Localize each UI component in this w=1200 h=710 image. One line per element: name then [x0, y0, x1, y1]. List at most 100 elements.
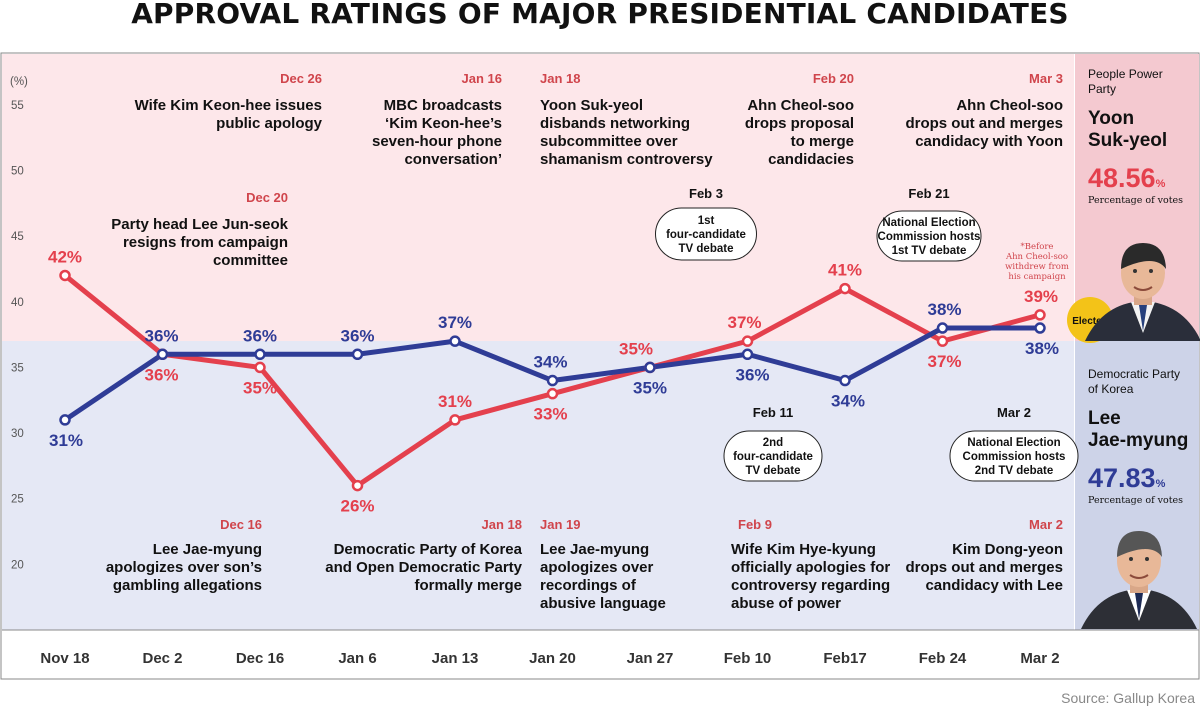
debate-text: 1st [698, 215, 715, 227]
data-label-lee: 36% [144, 326, 178, 345]
data-point-lee [839, 374, 851, 387]
debate-text: Commission hosts [878, 231, 981, 243]
event-text: apologizes over [540, 559, 654, 576]
event-text: candidacies [768, 151, 854, 168]
event-text: Ahn Cheol-soo [747, 97, 854, 114]
data-label-lee: 31% [49, 431, 83, 450]
data-point-yoon [1034, 309, 1046, 321]
event-text: Democratic Party of Korea [334, 541, 523, 558]
vote-caption: Percentage of votes [1088, 195, 1183, 206]
debate-bubble [655, 207, 757, 261]
event-text: Yoon Suk-yeol [540, 97, 643, 114]
footnote-text: Ahn Cheol-soo [1005, 252, 1068, 262]
event-text: MBC broadcasts [384, 97, 502, 114]
data-point-lee [936, 322, 949, 334]
x-tick-label: Mar 2 [1020, 650, 1059, 667]
debate-text: 2nd TV debate [975, 465, 1054, 477]
data-point-yoon [741, 335, 754, 347]
debate-text: Commission hosts [963, 451, 1066, 463]
y-axis-unit: (%) [10, 76, 28, 88]
debate-callout: Feb 21 National Election Commission hosts 1… [876, 186, 982, 262]
data-label-yoon: 33% [533, 405, 567, 424]
vote-percentage: 47.83% [1088, 463, 1166, 493]
vote-caption: Percentage of votes [1088, 495, 1183, 506]
data-label-lee: 36% [735, 365, 769, 384]
debate-callout: Feb 11 2nd four-candidate TV debate [723, 405, 823, 482]
event-date: Feb 9 [738, 517, 772, 532]
portrait-hair [1117, 531, 1162, 557]
debate-date: Mar 2 [997, 405, 1031, 420]
x-tick-label: Jan 13 [432, 650, 479, 667]
y-tick-label: 45 [11, 231, 24, 243]
event-text: Party head Lee Jun-seok [111, 216, 288, 233]
data-label-lee: 34% [533, 353, 567, 372]
data-point-yoon [254, 361, 266, 374]
x-tick-label: Jan 27 [627, 650, 674, 667]
data-point-lee [449, 335, 461, 347]
portrait-eye [1129, 557, 1133, 561]
data-point-yoon [839, 282, 851, 295]
event-date: Dec 16 [220, 517, 262, 532]
data-label-lee: 36% [340, 326, 374, 345]
portrait-tie [1135, 593, 1143, 619]
debate-text: 1st TV debate [892, 245, 967, 257]
data-label-lee: 34% [831, 392, 865, 411]
vote-percent-sign: % [1156, 178, 1166, 190]
event-text: formally merge [414, 577, 522, 594]
event-date: Jan 16 [462, 71, 502, 86]
vote-percent-value: 47.83 [1088, 463, 1156, 493]
debate-text: TV debate [679, 243, 734, 255]
event-text: Ahn Cheol-soo [956, 97, 1063, 114]
data-point-lee [59, 414, 71, 426]
x-tick-label: Dec 2 [142, 650, 182, 667]
data-point-lee [254, 348, 266, 361]
debate-date: Feb 21 [908, 186, 949, 201]
data-label-yoon: 35% [619, 339, 653, 358]
x-tick-label: Feb 24 [919, 650, 967, 667]
debate-date: Feb 3 [689, 186, 723, 201]
data-point-yoon [59, 269, 71, 282]
event-date: Jan 18 [540, 71, 580, 86]
y-tick-label: 25 [11, 494, 24, 506]
x-tick-label: Feb17 [823, 650, 866, 667]
data-label-yoon: 37% [727, 313, 761, 332]
y-tick-label: 20 [11, 559, 24, 571]
data-label-yoon: 35% [243, 378, 277, 397]
y-tick-label: 35 [11, 362, 24, 374]
portrait-lee [1081, 531, 1197, 629]
data-point-lee [1034, 322, 1046, 334]
debate-callout: Mar 2 National Election Commission hosts 2n… [949, 405, 1079, 482]
x-tick-label: Nov 18 [40, 650, 89, 667]
event-text: seven-hour phone [372, 133, 502, 150]
portrait-tie [1139, 305, 1147, 331]
event-date: Dec 20 [246, 190, 288, 205]
candidate-party: Democratic Party [1088, 367, 1180, 381]
event-annotation: Jan 16 MBC broadcasts‘Kim Keon-hee’sseven… [372, 71, 502, 168]
footnote-text: *Before [1021, 242, 1054, 252]
lower-band [2, 341, 1074, 630]
portrait-mouth [1133, 286, 1153, 291]
data-label-lee: 37% [438, 313, 472, 332]
event-text: and Open Democratic Party [325, 559, 522, 576]
portrait-yoon [1085, 243, 1200, 341]
chart-title: APPROVAL RATINGS OF MAJOR PRESIDENTIAL C… [131, 0, 1069, 30]
debate-text: TV debate [746, 465, 801, 477]
portrait-hair [1121, 243, 1166, 269]
portrait-mouth [1129, 574, 1149, 579]
event-text: recordings of [540, 577, 637, 594]
debate-text: four-candidate [666, 229, 746, 241]
data-label-yoon: 31% [438, 392, 472, 411]
event-text: drops out and merges [905, 115, 1063, 132]
x-tick-label: Jan 20 [529, 650, 576, 667]
data-label-yoon: 26% [340, 497, 374, 516]
event-text: candidacy with Yoon [915, 133, 1063, 150]
event-text: ‘Kim Keon-hee’s [385, 115, 502, 132]
data-label-lee: 36% [243, 326, 277, 345]
y-tick-label: 55 [11, 100, 24, 112]
event-text: abuse of power [731, 595, 841, 612]
data-label-yoon: 39% [1024, 287, 1058, 306]
